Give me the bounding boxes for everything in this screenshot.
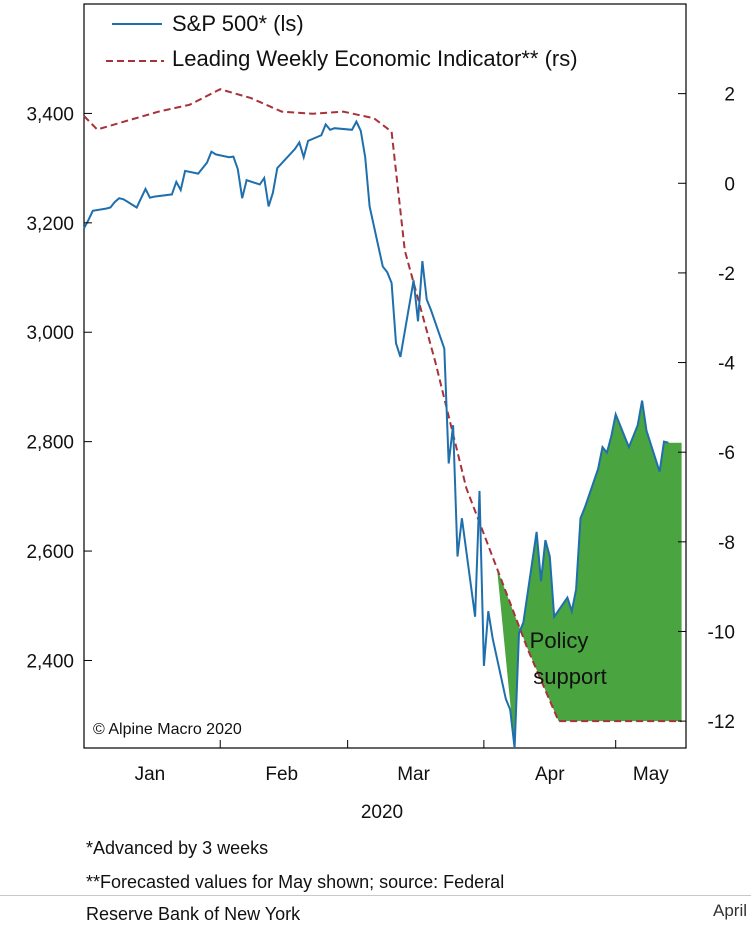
left-tick-label: 3,000 bbox=[26, 323, 74, 344]
x-tick-label: Apr bbox=[535, 764, 565, 785]
policy-support-label: Policy bbox=[530, 628, 589, 653]
x-axis-label: 2020 bbox=[361, 802, 403, 823]
left-tick-label: 2,800 bbox=[26, 433, 74, 454]
right-tick-label: -8 bbox=[718, 533, 735, 554]
left-tick-label: 2,400 bbox=[26, 651, 74, 672]
copyright-label: © Alpine Macro 2020 bbox=[93, 721, 242, 738]
axes bbox=[84, 93, 686, 748]
series-lines bbox=[83, 88, 682, 749]
right-tick-label: -12 bbox=[708, 712, 735, 733]
footnote-3: Reserve Bank of New York bbox=[86, 904, 301, 924]
footer-divider bbox=[0, 895, 751, 896]
right-tick-label: -6 bbox=[718, 443, 735, 464]
left-tick-label: 3,400 bbox=[26, 104, 74, 125]
right-tick-label: -4 bbox=[718, 354, 735, 375]
right-tick-label: -10 bbox=[708, 622, 735, 643]
footnote-2: **Forecasted values for May shown; sourc… bbox=[86, 872, 505, 892]
right-tick-label: 0 bbox=[724, 174, 735, 195]
leading-indicator-line bbox=[83, 88, 682, 723]
right-tick-label: 2 bbox=[724, 85, 735, 106]
x-tick-label: May bbox=[633, 764, 669, 785]
chart-labels: 2,400 2,600 2,800 3,000 3,200 3,400 -12 -10 -8 -6… bbox=[26, 11, 735, 823]
footnote-1: *Advanced by 3 weeks bbox=[86, 838, 269, 858]
legend-label-indicator: Leading Weekly Economic Indicator** (rs) bbox=[172, 46, 578, 71]
sp500-line bbox=[83, 119, 669, 749]
policy-support-area bbox=[497, 400, 682, 748]
cropped-date-tag: April bbox=[712, 901, 747, 920]
x-tick-label: Mar bbox=[397, 764, 430, 785]
left-tick-label: 3,200 bbox=[26, 214, 74, 235]
legend-label-sp500: S&P 500* (ls) bbox=[172, 11, 304, 36]
x-tick-label: Feb bbox=[265, 764, 298, 785]
chart: 2,400 2,600 2,800 3,000 3,200 3,400 -12 -10 -8 -6… bbox=[26, 3, 735, 823]
right-tick-label: -2 bbox=[718, 264, 735, 285]
shaded-region bbox=[497, 400, 682, 748]
left-tick-label: 2,600 bbox=[26, 542, 74, 563]
policy-support-label: support bbox=[533, 664, 606, 689]
x-tick-label: Jan bbox=[135, 764, 166, 785]
